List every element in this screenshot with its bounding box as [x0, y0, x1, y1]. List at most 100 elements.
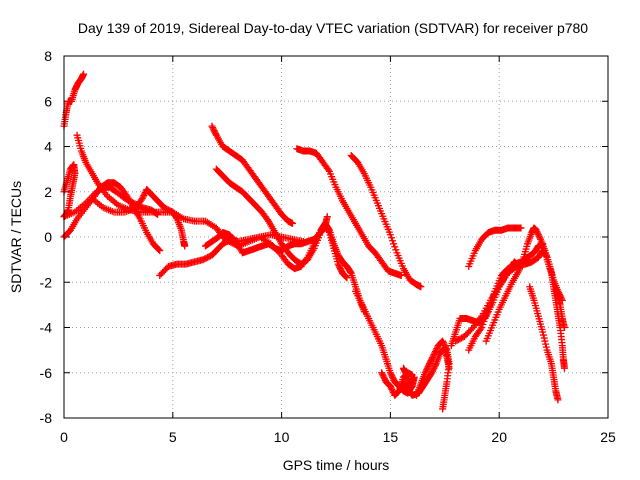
data-series	[552, 285, 568, 331]
data-point-marker	[426, 360, 434, 368]
data-point-marker	[325, 227, 333, 235]
data-point-marker	[539, 331, 547, 339]
data-point-marker	[378, 369, 386, 377]
y-tick-label: 0	[44, 229, 52, 245]
data-point-marker	[484, 305, 492, 313]
x-tick-label: 0	[60, 429, 68, 445]
data-point-marker	[426, 358, 434, 366]
data-point-marker	[208, 122, 216, 130]
data-point-marker	[139, 193, 147, 201]
data-point-marker	[209, 125, 217, 133]
data-point-marker	[421, 369, 429, 377]
data-point-marker	[342, 273, 350, 281]
y-tick-label: -4	[40, 320, 53, 336]
chart-title: Day 139 of 2019, Sidereal Day-to-day VTE…	[78, 20, 588, 36]
data-point-marker	[155, 245, 163, 253]
data-point-marker	[387, 384, 395, 392]
data-point-marker	[323, 213, 331, 221]
x-tick-label: 25	[600, 429, 616, 445]
y-axis-label: SDTVAR / TECUs	[8, 181, 24, 293]
data-point-marker	[138, 195, 146, 203]
data-point-marker	[389, 387, 397, 395]
data-point-marker	[394, 388, 402, 396]
data-point-marker	[428, 354, 436, 362]
y-tick-label: 2	[44, 184, 52, 200]
data-point-marker	[560, 324, 568, 331]
data-point-marker	[380, 373, 388, 381]
data-point-marker	[397, 271, 405, 279]
data-point-marker	[387, 234, 395, 242]
data-point-marker	[428, 355, 436, 363]
data-point-marker	[209, 124, 217, 132]
data-point-marker	[341, 272, 349, 280]
data-point-marker	[427, 357, 435, 365]
data-point-marker	[439, 337, 447, 345]
data-point-marker	[141, 190, 149, 198]
x-tick-label: 10	[274, 429, 290, 445]
data-point-marker	[560, 364, 568, 372]
data-point-marker	[386, 369, 394, 377]
data-point-marker	[479, 320, 487, 328]
data-point-marker	[389, 237, 397, 245]
data-point-marker	[430, 351, 438, 359]
data-point-marker	[536, 234, 544, 242]
data-point-marker	[423, 364, 431, 372]
grid-lines	[64, 56, 608, 418]
data-point-marker	[535, 232, 543, 240]
axis-tick-labels: 0 5 10 15 20 25 -8 -6 -4 -2 0 2 4 6 8	[40, 48, 616, 445]
data-point-marker	[429, 352, 437, 360]
data-point-marker	[483, 308, 491, 316]
x-tick-label: 20	[491, 429, 507, 445]
plot-frame	[63, 55, 609, 419]
data-point-marker	[542, 343, 550, 351]
data-point-marker	[433, 345, 441, 353]
data-point-marker	[381, 375, 389, 383]
data-point-marker	[336, 265, 344, 273]
data-series	[73, 131, 189, 250]
data-point-marker	[430, 364, 438, 372]
data-point-marker	[210, 127, 218, 135]
data-point-marker	[432, 346, 440, 354]
data-series	[482, 224, 566, 345]
data-point-marker	[391, 243, 399, 251]
data-point-marker	[152, 210, 160, 218]
data-series	[347, 152, 425, 291]
data-point-marker	[422, 367, 430, 375]
data-series	[293, 145, 405, 279]
data-series	[60, 179, 164, 255]
data-point-marker	[425, 361, 433, 369]
data-point-marker	[386, 231, 394, 239]
data-point-marker	[181, 242, 189, 250]
data-series	[413, 337, 453, 413]
data-point-marker	[156, 247, 164, 255]
data-point-marker	[517, 224, 525, 232]
data-point-marker	[533, 228, 541, 236]
data-point-marker	[480, 317, 488, 325]
data-point-marker	[441, 342, 449, 350]
y-tick-label: 4	[44, 139, 52, 155]
data-point-marker	[394, 388, 402, 396]
data-point-marker	[211, 128, 219, 136]
data-point-marker	[482, 311, 490, 319]
data-point-marker	[485, 302, 493, 310]
y-tick-label: 6	[44, 93, 52, 109]
data-point-marker	[431, 349, 439, 357]
data-point-marker	[336, 263, 344, 271]
data-point-marker	[80, 70, 88, 78]
y-tick-label: 8	[44, 48, 52, 64]
data-point-marker	[417, 283, 425, 291]
data-point-marker	[431, 363, 439, 371]
data-point-marker	[440, 340, 448, 348]
data-point-marker	[389, 373, 397, 381]
x-tick-label: 5	[169, 429, 177, 445]
data-point-marker	[490, 290, 498, 298]
data-point-marker	[431, 348, 439, 356]
data-point-marker	[486, 299, 494, 307]
data-markers	[60, 70, 568, 413]
data-point-marker	[534, 231, 542, 239]
data-point-marker	[408, 371, 416, 379]
data-point-marker	[488, 296, 496, 304]
data-point-marker	[324, 166, 332, 174]
data-point-marker	[154, 210, 162, 218]
data-point-marker	[379, 372, 387, 380]
